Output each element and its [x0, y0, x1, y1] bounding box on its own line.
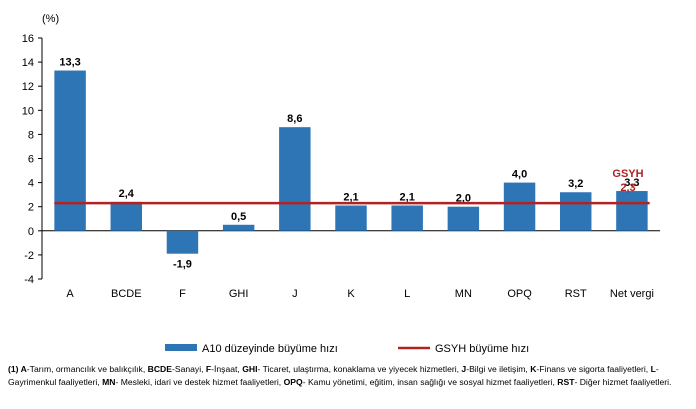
- y-tick-label: 2: [28, 202, 34, 214]
- x-category-label: L: [404, 288, 410, 300]
- footnote-code: K: [530, 364, 537, 374]
- y-tick-label: 8: [28, 129, 34, 141]
- footnote: (1) A-Tarım, ormancılık ve balıkçılık, B…: [8, 363, 688, 389]
- y-tick-label: 0: [28, 226, 34, 238]
- bar: [110, 201, 143, 231]
- x-category-label: OPQ: [507, 288, 532, 300]
- y-tick-label: 6: [28, 154, 34, 166]
- bar: [166, 230, 199, 254]
- bar: [616, 191, 648, 231]
- data-label: 2,1: [343, 191, 358, 203]
- x-category-label: RST: [565, 288, 587, 300]
- x-category-label: J: [292, 288, 298, 300]
- y-unit-label: (%): [42, 13, 59, 25]
- footnote-description: -İnşaat,: [211, 364, 243, 374]
- x-category-label: GHI: [229, 288, 249, 300]
- footnote-code: (1) A: [8, 364, 27, 374]
- y-tick-label: 16: [22, 33, 34, 45]
- footnote-code: MN: [102, 377, 116, 387]
- legend-swatch-bars: [165, 344, 197, 351]
- bars-group: 13,3 A 2,4 BCDE -1,9 F 0,5 GHI 8,6 J 2,1 K 2,1 L 2,0 MN…: [54, 57, 654, 300]
- bar: [222, 224, 255, 231]
- bar: [279, 127, 311, 231]
- y-tick-label: 10: [22, 105, 34, 117]
- bar: [447, 206, 480, 231]
- y-tick-label: -4: [24, 274, 34, 286]
- footnote-description: -Tarım, ormancılık ve balıkçılık,: [26, 364, 148, 374]
- growth-chart: (%) -4 -2 0 2 4 6 8 10 12 14 16 13,3 A 2,4 BCDE -1,9 F 0…: [22, 13, 660, 355]
- legend: A10 düzeyinde büyüme hızı GSYH büyüme hı…: [165, 343, 529, 355]
- x-category-label: K: [347, 288, 355, 300]
- data-label: 2,0: [456, 193, 471, 205]
- footnote-description: -Bilgi ve iletişim,: [466, 364, 531, 374]
- data-label: 2,1: [400, 191, 415, 203]
- y-tick-label: -2: [24, 250, 34, 262]
- data-label: -1,9: [173, 259, 192, 271]
- x-category-label: MN: [455, 288, 472, 300]
- y-tick-label: 4: [28, 178, 34, 190]
- y-axis: -4 -2 0 2 4 6 8 10 12 14 16: [22, 33, 660, 286]
- footnote-code: F: [205, 364, 212, 374]
- data-label: 3,3: [624, 177, 639, 189]
- data-label: 4,0: [512, 169, 527, 181]
- x-category-label: A: [66, 288, 74, 300]
- footnote-code: OPQ: [283, 377, 303, 387]
- gsyh-line-group: GSYH 2,3: [54, 168, 650, 205]
- footnote-code: RST: [557, 377, 575, 387]
- legend-label-bars: A10 düzeyinde büyüme hızı: [202, 343, 338, 355]
- footnote-description: - Mesleki, idari ve destek hizmet faaliy…: [115, 377, 284, 387]
- footnote-description: - Ticaret, ulaştırma, konaklama ve yiyec…: [257, 364, 462, 374]
- bar: [391, 205, 423, 231]
- legend-label-line: GSYH büyüme hızı: [435, 343, 529, 355]
- footnote-code: GHI: [242, 364, 258, 374]
- bar: [54, 70, 86, 231]
- x-category-label: F: [179, 288, 186, 300]
- footnote-description: - Diğer hizmet faaliyetleri.: [574, 377, 672, 387]
- y-tick-label: 12: [22, 81, 34, 93]
- x-category-label: Net vergi: [610, 288, 654, 300]
- data-label: 8,6: [287, 113, 302, 125]
- footnote-code: BCDE: [147, 364, 172, 374]
- footnote-description: -Sanayi,: [171, 364, 206, 374]
- footnote-description: -Gayrimenkul faaliyetleri,: [8, 364, 659, 387]
- footnote-code: L: [650, 364, 656, 374]
- data-label: 0,5: [231, 211, 246, 223]
- x-category-label: BCDE: [111, 288, 142, 300]
- data-label: 13,3: [59, 57, 80, 69]
- bar: [503, 182, 536, 231]
- y-tick-label: 14: [22, 57, 34, 69]
- footnote-code: J: [461, 364, 467, 374]
- bar: [335, 205, 367, 231]
- gsyh-annotation-value: 2,3: [620, 182, 635, 194]
- data-label: 2,4: [119, 188, 135, 200]
- data-label: 3,2: [568, 178, 583, 190]
- gsyh-annotation-title: GSYH: [612, 168, 643, 180]
- bar: [559, 192, 592, 231]
- footnote-description: - Kamu yönetimi, eğitim, insan sağlığı v…: [302, 377, 558, 387]
- footnote-description: -Finans ve sigorta faaliyetleri,: [536, 364, 651, 374]
